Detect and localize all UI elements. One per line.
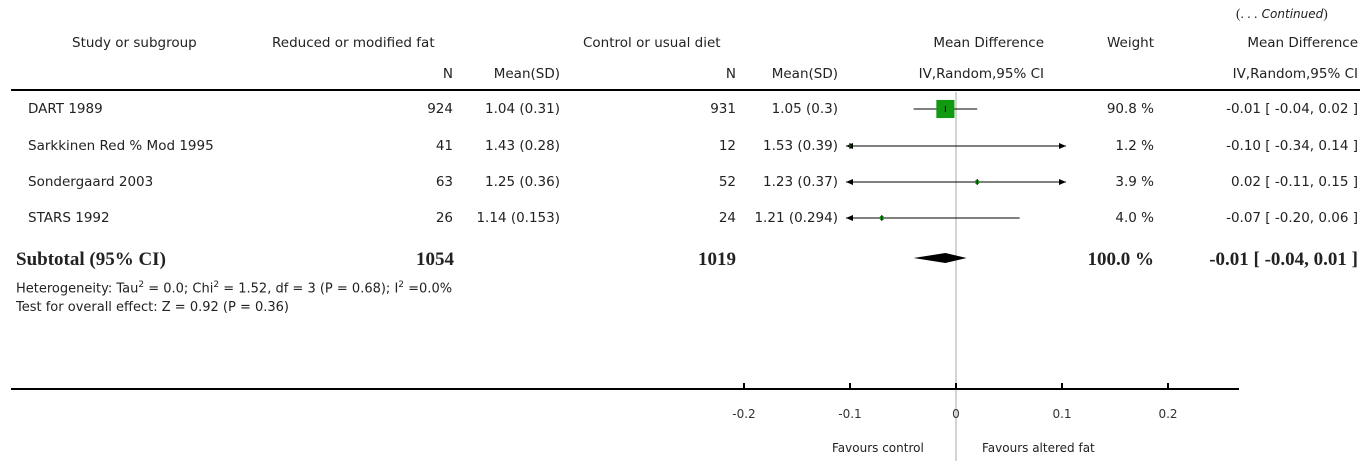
header-mean-difference: Mean Difference — [933, 35, 1044, 51]
row-mean-treatment: 1.14 (0.153) — [476, 210, 560, 226]
row-n-control: 52 — [718, 174, 736, 190]
row-n-control: 12 — [718, 138, 736, 154]
header-method-right: IV,Random,95% CI — [1232, 66, 1358, 82]
row-mean-control: 1.05 (0.3) — [771, 101, 838, 117]
row-n-control: 931 — [710, 101, 736, 117]
continued-label: (. . . Continued) — [1236, 6, 1328, 21]
row-study: STARS 1992 — [28, 210, 110, 226]
x-axis-tick-label: 0.2 — [1158, 407, 1177, 421]
subtotal-label: Subtotal (95% CI) — [16, 249, 166, 270]
favours-control-label: Favours control — [832, 441, 924, 455]
x-axis-tick-label: 0 — [952, 407, 960, 421]
row-mean-treatment: 1.25 (0.36) — [485, 174, 560, 190]
ci-arrow-right — [1059, 143, 1066, 149]
header-study: Study or subgroup — [72, 35, 197, 51]
row-mean-control: 1.23 (0.37) — [763, 174, 838, 190]
row-n-treatment: 41 — [435, 138, 453, 154]
pooled-diamond — [913, 253, 967, 263]
row-mean-control: 1.21 (0.294) — [754, 210, 838, 226]
row-mean-treatment: 1.04 (0.31) — [485, 101, 560, 117]
row-weight: 1.2 % — [1115, 138, 1154, 154]
row-study: DART 1989 — [28, 101, 103, 117]
header-weight: Weight — [1106, 35, 1154, 51]
subtotal-ci: -0.01 [ -0.04, 0.01 ] — [1209, 249, 1358, 270]
ci-arrow-left — [846, 179, 853, 185]
row-study: Sondergaard 2003 — [28, 174, 154, 190]
row-n-treatment: 63 — [435, 174, 453, 190]
header-control: Control or usual diet — [583, 35, 721, 51]
row-weight: 90.8 % — [1106, 101, 1154, 117]
x-axis-tick-label: 0.1 — [1052, 407, 1071, 421]
header-n-control: N — [725, 66, 736, 82]
header-mean-control: Mean(SD) — [771, 66, 838, 82]
row-mean-control: 1.53 (0.39) — [763, 138, 838, 154]
header-n-treatment: N — [442, 66, 453, 82]
ci-arrow-right — [1059, 179, 1066, 185]
x-axis-tick-label: -0.2 — [732, 407, 755, 421]
header-mean-treatment: Mean(SD) — [493, 66, 560, 82]
row-mean-treatment: 1.43 (0.28) — [485, 138, 560, 154]
row-ci: 0.02 [ -0.11, 0.15 ] — [1230, 174, 1358, 190]
header-mean-difference-right: Mean Difference — [1247, 35, 1358, 51]
subtotal-n-treatment: 1054 — [416, 249, 454, 270]
ci-arrow-left — [846, 215, 853, 221]
heterogeneity-text: Heterogeneity: Tau2 = 0.0; Chi2 = 1.52, … — [16, 280, 453, 297]
x-axis-tick-label: -0.1 — [838, 407, 861, 421]
row-weight: 3.9 % — [1115, 174, 1154, 190]
header-rule — [11, 89, 1360, 91]
row-weight: 4.0 % — [1115, 210, 1154, 226]
bottom-rule — [11, 388, 1239, 390]
row-n-control: 24 — [718, 210, 736, 226]
header-method: IV,Random,95% CI — [918, 66, 1044, 82]
overall-effect-text: Test for overall effect: Z = 0.92 (P = 0… — [16, 300, 289, 315]
row-n-treatment: 26 — [435, 210, 453, 226]
row-study: Sarkkinen Red % Mod 1995 — [28, 138, 214, 154]
header-treatment: Reduced or modified fat — [272, 35, 435, 51]
row-ci: -0.07 [ -0.20, 0.06 ] — [1226, 210, 1358, 226]
row-n-treatment: 924 — [427, 101, 453, 117]
row-ci: -0.10 [ -0.34, 0.14 ] — [1226, 138, 1358, 154]
favours-altered-fat-label: Favours altered fat — [982, 441, 1095, 455]
row-ci: -0.01 [ -0.04, 0.02 ] — [1226, 101, 1358, 117]
subtotal-n-control: 1019 — [698, 249, 736, 270]
subtotal-weight: 100.0 % — [1087, 249, 1155, 270]
